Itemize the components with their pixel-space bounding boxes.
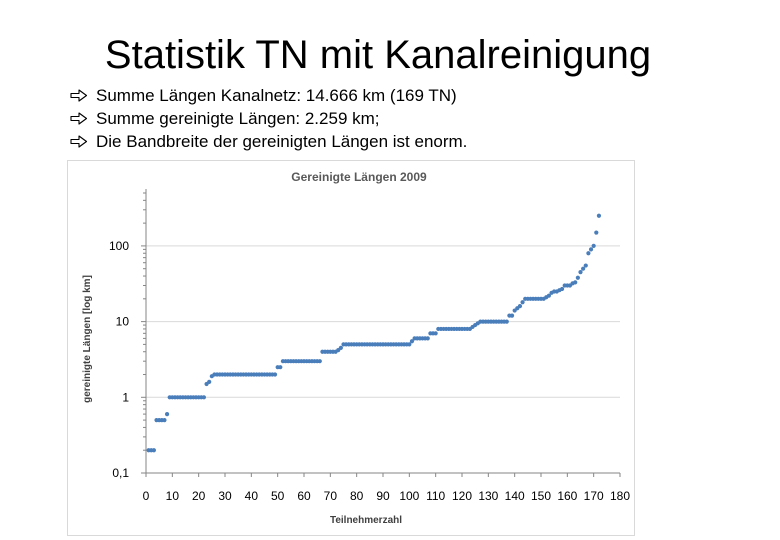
data-point <box>425 336 430 341</box>
bullet-item: Die Bandbreite der gereinigten Längen is… <box>70 130 467 153</box>
data-point <box>504 319 509 324</box>
x-tick-label: 130 <box>478 489 498 503</box>
x-tick-label: 110 <box>426 489 445 503</box>
y-tick-label: 0,1 <box>112 466 129 480</box>
data-point <box>162 417 167 423</box>
data-point <box>509 313 515 318</box>
y-tick-label: 100 <box>109 239 129 253</box>
data-point <box>573 280 578 285</box>
chart-svg: 0 10 20 30 40 50 60 70 80 90 100 110 120 130 140 150 160… <box>82 170 630 526</box>
x-axis-title: Teilnehmerzahl <box>330 515 402 526</box>
data-point <box>588 247 594 252</box>
data-point <box>546 293 551 298</box>
x-tick-label: 180 <box>610 489 630 503</box>
chart-title: Gereinigte Längen 2009 <box>291 170 427 184</box>
x-tick-label: 0 <box>143 489 150 503</box>
bullet-text: Summe Längen Kanalnetz: 14.666 km (169 T… <box>96 86 457 105</box>
chart-container: 0 10 20 30 40 50 60 70 80 90 100 110 120 130 140 150 160… <box>67 160 635 536</box>
x-tick-label: 140 <box>505 489 525 503</box>
data-point <box>578 270 583 275</box>
bullet-list: Summe Längen Kanalnetz: 14.666 km (169 T… <box>70 84 467 153</box>
x-tick-label: 150 <box>531 489 551 503</box>
y-axis-title: gereinigte Längen [log km] <box>82 275 93 403</box>
data-point <box>201 395 207 400</box>
x-tick-label: 30 <box>218 489 232 503</box>
x-tick-label: 40 <box>245 489 259 503</box>
hollow-arrow-right-icon <box>70 89 88 102</box>
x-tick-label: 90 <box>376 489 390 503</box>
data-point <box>583 263 588 268</box>
data-point <box>520 300 525 305</box>
data-point <box>433 331 438 336</box>
data-point <box>207 379 212 384</box>
data-point <box>278 365 283 370</box>
data-point <box>596 213 602 218</box>
data-point <box>338 345 343 350</box>
bullet-text: Summe gereinigte Längen: 2.259 km; <box>96 109 380 128</box>
x-tick-label: 70 <box>324 489 338 503</box>
hollow-arrow-right-icon <box>70 135 88 148</box>
x-tick-label: 60 <box>297 489 311 503</box>
x-tick-label: 80 <box>350 489 364 503</box>
y-tick-label: 10 <box>116 315 130 329</box>
data-point <box>517 304 523 309</box>
slide-title: Statistik TN mit Kanalreinigung <box>104 33 652 77</box>
data-point <box>272 372 278 377</box>
data-point <box>151 448 156 453</box>
data-point <box>591 243 596 249</box>
data-point <box>317 359 322 364</box>
data-point <box>164 411 170 417</box>
data-point <box>559 286 565 292</box>
data-point <box>594 230 599 235</box>
hollow-arrow-right-icon <box>70 112 88 125</box>
x-tick-label: 100 <box>399 489 419 503</box>
x-tick-label: 170 <box>584 489 604 503</box>
data-point <box>575 275 580 280</box>
data-point <box>407 342 412 347</box>
x-tick-label: 10 <box>166 489 180 503</box>
x-tick-label: 120 <box>452 489 472 503</box>
y-tick-label: 1 <box>122 390 129 404</box>
data-point <box>586 251 591 256</box>
data-point <box>409 339 415 344</box>
x-tick-label: 20 <box>192 489 206 503</box>
x-tick-label: 160 <box>557 489 577 503</box>
bullet-text: Die Bandbreite der gereinigten Längen is… <box>96 132 468 151</box>
x-tick-label: 50 <box>271 489 285 503</box>
bullet-item: Summe Längen Kanalnetz: 14.666 km (169 T… <box>70 84 467 107</box>
bullet-item: Summe gereinigte Längen: 2.259 km; <box>70 107 467 130</box>
data-point <box>581 266 586 271</box>
